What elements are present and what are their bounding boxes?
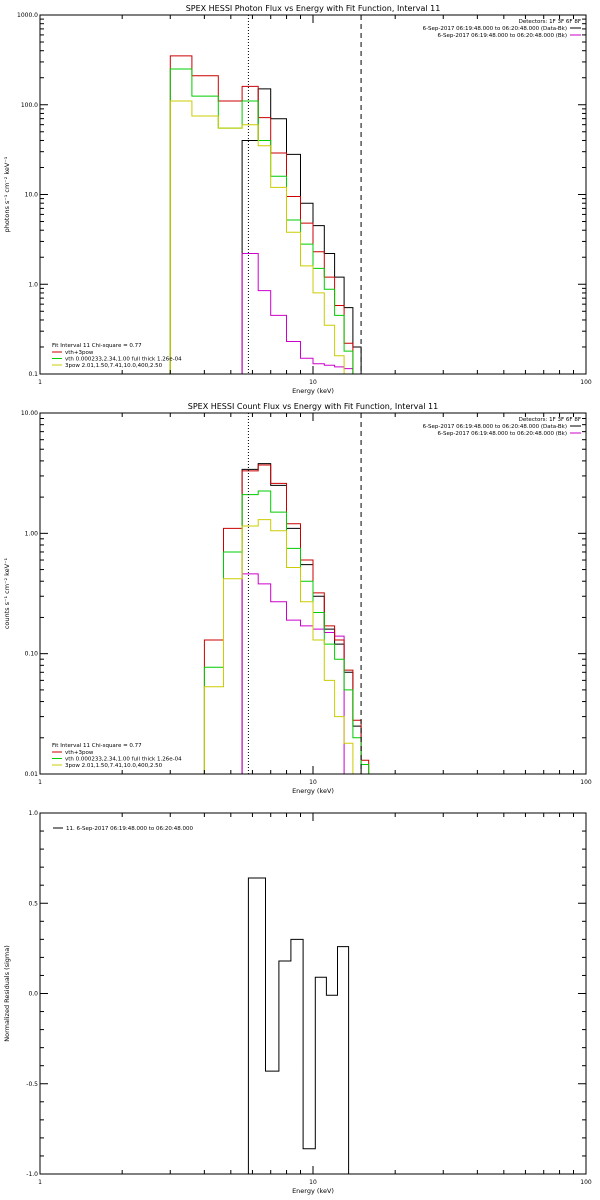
plot-frame [39, 14, 587, 375]
x-tick-label: 10 [309, 379, 317, 386]
y-tick-label: 1.00 [25, 530, 39, 537]
plot-area [203, 463, 370, 774]
legend-entry-label: 6-Sep-2017 06:19:48.000 to 06:20:48.000 … [438, 33, 568, 39]
series-line-3 [169, 55, 354, 374]
series-line-4 [169, 68, 354, 374]
x-tick-label: 1 [38, 379, 42, 386]
legend-entry-label: vth+3pow [65, 350, 94, 356]
series-line-2 [241, 253, 354, 374]
x-tick-label: 1 [38, 1179, 42, 1186]
legend-bottom-left: Fit Interval 11 Chi-square = 0.77vth+3po… [52, 743, 182, 769]
y-axis-label: Normalized Residuals (sigma) [3, 945, 11, 1042]
plot-frame [39, 812, 587, 1175]
legend-entry-label: 3pow 2.01,1.50,7.41,10.0,400,2.50 [65, 763, 163, 769]
chart-title: SPEX HESSI Count Flux vs Energy with Fit… [188, 402, 439, 411]
y-tick-label: 1.0 [28, 810, 38, 817]
plot-area [247, 877, 350, 1174]
legend-top-right: Detectors: 1F 3F 6F 8F6-Sep-2017 06:19:4… [423, 417, 581, 437]
y-tick-label: 0.0 [28, 991, 38, 998]
legend-entry-label: 6-Sep-2017 06:19:48.000 to 06:20:48.000 … [423, 424, 567, 430]
legend-entry-label: vth 0.000233,2.34,1.00 full thick 1.26e-… [65, 357, 182, 363]
chart-panel-3: 1 10 100 Energy (keV) -1.0 -0.5 0.0 0.5 1.0 Norma… [3, 810, 592, 1195]
x-tick-label: 10 [309, 1179, 317, 1186]
series-line-1 [241, 88, 362, 374]
chart-title: SPEX HESSI Photon Flux vs Energy with Fi… [186, 4, 441, 13]
series-line-1 [241, 463, 362, 774]
series-line-2 [241, 573, 345, 774]
x-tick-label: 100 [580, 1179, 592, 1186]
legend-top-left: 11. 6-Sep-2017 06:19:48.000 to 06:20:48.… [53, 826, 193, 832]
chart-panel-2: SPEX HESSI Count Flux vs Energy with Fit… [3, 402, 592, 795]
y-tick-label: 0.1 [28, 371, 38, 378]
legend-header: Fit Interval 11 Chi-square = 0.77 [52, 743, 142, 749]
y-axis-label: photons s⁻¹ cm⁻² keV⁻¹ [3, 156, 11, 232]
x-axis-label: Energy (keV) [292, 787, 334, 795]
series-line-5 [169, 100, 345, 374]
y-tick-label: -0.5 [26, 1081, 38, 1088]
y-tick-label: 1000.0 [17, 12, 38, 19]
x-tick-label: 1 [38, 779, 42, 786]
x-axis-label: Energy (keV) [292, 1187, 334, 1195]
series-line-1 [247, 877, 350, 1174]
x-tick-label: 100 [580, 379, 592, 386]
y-tick-label: -1.0 [26, 1171, 38, 1178]
plot-area [169, 55, 362, 374]
series-line-4 [203, 490, 370, 774]
legend-header: Detectors: 1F 3F 6F 8F [519, 19, 581, 25]
y-tick-label: 0.5 [28, 900, 38, 907]
legend-bottom-left: Fit Interval 11 Chi-square = 0.77vth+3po… [52, 343, 182, 369]
y-tick-label: 1.0 [28, 281, 38, 288]
y-tick-label: 0.10 [25, 651, 39, 658]
y-tick-label: 100.0 [21, 102, 38, 109]
legend-header: Fit Interval 11 Chi-square = 0.77 [52, 343, 142, 349]
legend-entry-label: 3pow 2.01,1.50,7.41,10.0,400,2.50 [65, 363, 163, 369]
legend-entry-label: 6-Sep-2017 06:19:48.000 to 06:20:48.000 … [438, 431, 568, 437]
series-line-5 [203, 519, 354, 774]
x-tick-label: 100 [580, 779, 592, 786]
legend-top-right: Detectors: 1F 3F 6F 8F6-Sep-2017 06:19:4… [423, 19, 581, 39]
legend-entry-label: 11. 6-Sep-2017 06:19:48.000 to 06:20:48.… [66, 826, 193, 832]
x-axis-label: Energy (keV) [292, 387, 334, 395]
y-tick-label: 10.0 [25, 192, 39, 199]
x-tick-label: 10 [309, 779, 317, 786]
y-tick-label: 10.00 [21, 410, 38, 417]
y-axis-label: counts s⁻¹ cm⁻² keV⁻¹ [3, 557, 11, 629]
legend-entry-label: vth+3pow [65, 750, 94, 756]
chart-panel-1: SPEX HESSI Photon Flux vs Energy with Fi… [3, 4, 592, 395]
legend-header: Detectors: 1F 3F 6F 8F [519, 417, 581, 423]
legend-entry-label: 6-Sep-2017 06:19:48.000 to 06:20:48.000 … [423, 26, 567, 32]
legend-entry-label: vth 0.000233,2.34,1.00 full thick 1.26e-… [65, 757, 182, 763]
y-tick-label: 0.01 [25, 771, 39, 778]
